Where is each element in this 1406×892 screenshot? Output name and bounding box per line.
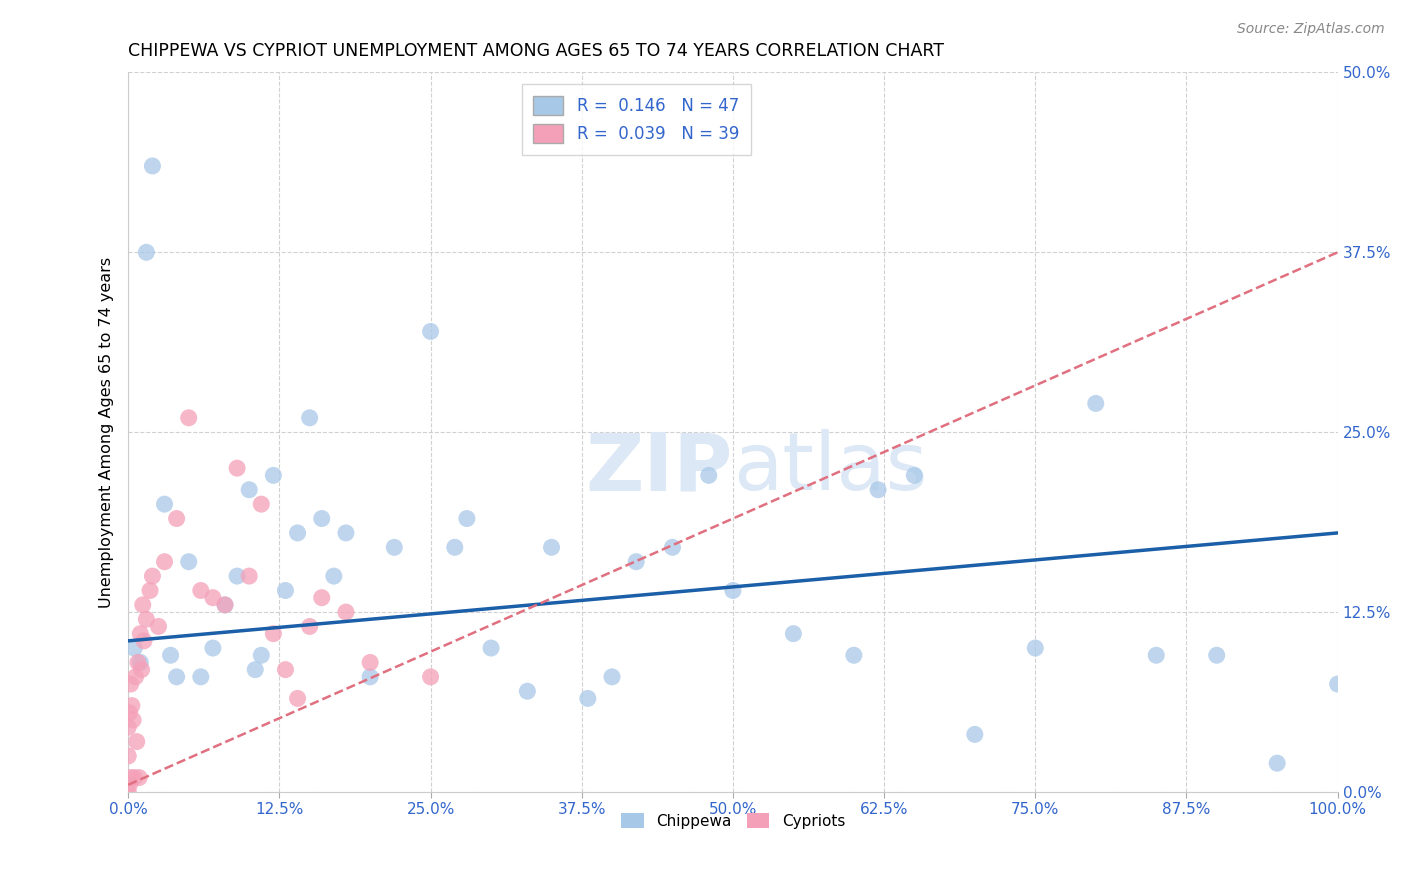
- Point: [298, 619, 321, 633]
- Text: CHIPPEWA VS CYPRIOT UNEMPLOYMENT AMONG AGES 65 TO 74 YEARS CORRELATION CHART: CHIPPEWA VS CYPRIOT UNEMPLOYMENT AMONG A…: [128, 42, 945, 60]
- Point: [1326, 677, 1348, 691]
- Point: [624, 555, 647, 569]
- Point: [963, 727, 986, 741]
- Point: [190, 670, 212, 684]
- Point: [226, 569, 249, 583]
- Point: [419, 670, 441, 684]
- Point: [166, 511, 188, 525]
- Point: [274, 663, 297, 677]
- Legend: Chippewa, Cypriots: Chippewa, Cypriots: [614, 806, 851, 835]
- Point: [262, 626, 284, 640]
- Point: [311, 591, 333, 605]
- Point: [148, 619, 170, 633]
- Text: atlas: atlas: [733, 429, 928, 508]
- Point: [214, 598, 236, 612]
- Point: [359, 656, 381, 670]
- Point: [479, 641, 502, 656]
- Point: [903, 468, 925, 483]
- Point: [131, 663, 153, 677]
- Point: [153, 497, 176, 511]
- Point: [516, 684, 538, 698]
- Point: [201, 591, 224, 605]
- Point: [782, 626, 804, 640]
- Point: [201, 641, 224, 656]
- Point: [135, 612, 157, 626]
- Point: [661, 541, 683, 555]
- Point: [214, 598, 236, 612]
- Point: [322, 569, 344, 583]
- Point: [117, 720, 139, 734]
- Text: ZIP: ZIP: [586, 429, 733, 508]
- Point: [443, 541, 465, 555]
- Point: [135, 245, 157, 260]
- Point: [600, 670, 623, 684]
- Point: [250, 648, 273, 663]
- Point: [125, 734, 148, 748]
- Point: [166, 670, 188, 684]
- Point: [382, 541, 405, 555]
- Point: [262, 468, 284, 483]
- Point: [287, 691, 309, 706]
- Point: [122, 713, 145, 727]
- Point: [120, 771, 142, 785]
- Point: [124, 641, 146, 656]
- Point: [141, 159, 163, 173]
- Point: [1205, 648, 1227, 663]
- Point: [190, 583, 212, 598]
- Point: [159, 648, 181, 663]
- Point: [274, 583, 297, 598]
- Text: Source: ZipAtlas.com: Source: ZipAtlas.com: [1237, 22, 1385, 37]
- Point: [1265, 756, 1288, 771]
- Point: [118, 778, 141, 792]
- Point: [139, 583, 162, 598]
- Point: [226, 461, 249, 475]
- Point: [250, 497, 273, 511]
- Point: [117, 749, 139, 764]
- Point: [359, 670, 381, 684]
- Point: [842, 648, 865, 663]
- Point: [124, 670, 146, 684]
- Point: [540, 541, 562, 555]
- Point: [419, 325, 441, 339]
- Point: [335, 605, 357, 619]
- Point: [132, 598, 155, 612]
- Point: [120, 677, 142, 691]
- Point: [335, 525, 357, 540]
- Point: [697, 468, 720, 483]
- Point: [311, 511, 333, 525]
- Point: [238, 483, 260, 497]
- Point: [153, 555, 176, 569]
- Point: [868, 483, 890, 497]
- Point: [721, 583, 744, 598]
- Point: [177, 410, 200, 425]
- Point: [124, 771, 146, 785]
- Y-axis label: Unemployment Among Ages 65 to 74 years: Unemployment Among Ages 65 to 74 years: [100, 257, 114, 607]
- Point: [118, 706, 141, 720]
- Point: [128, 771, 150, 785]
- Point: [121, 698, 143, 713]
- Point: [287, 525, 309, 540]
- Point: [1084, 396, 1107, 410]
- Point: [576, 691, 599, 706]
- Point: [129, 656, 152, 670]
- Point: [127, 656, 149, 670]
- Point: [245, 663, 267, 677]
- Point: [141, 569, 163, 583]
- Point: [298, 410, 321, 425]
- Point: [1144, 648, 1167, 663]
- Point: [129, 626, 152, 640]
- Point: [456, 511, 478, 525]
- Point: [132, 633, 155, 648]
- Point: [238, 569, 260, 583]
- Point: [117, 785, 139, 799]
- Point: [177, 555, 200, 569]
- Point: [1024, 641, 1046, 656]
